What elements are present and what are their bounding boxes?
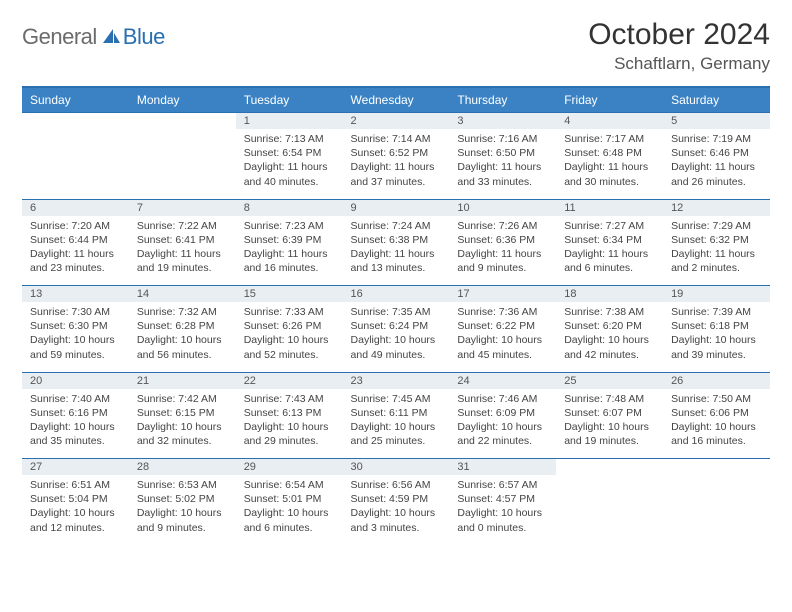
day-number-cell [22, 113, 129, 130]
day-number-cell: 13 [22, 286, 129, 303]
day-content-cell: Sunrise: 7:29 AMSunset: 6:32 PMDaylight:… [663, 216, 770, 286]
day-content-cell: Sunrise: 7:20 AMSunset: 6:44 PMDaylight:… [22, 216, 129, 286]
day-content-cell: Sunrise: 7:14 AMSunset: 6:52 PMDaylight:… [343, 129, 450, 199]
day-content-cell: Sunrise: 6:53 AMSunset: 5:02 PMDaylight:… [129, 475, 236, 545]
day-number-row: 2728293031 [22, 459, 770, 476]
day-number-cell: 11 [556, 199, 663, 216]
day-content-cell: Sunrise: 7:16 AMSunset: 6:50 PMDaylight:… [449, 129, 556, 199]
day-content-cell: Sunrise: 6:51 AMSunset: 5:04 PMDaylight:… [22, 475, 129, 545]
day-number-cell: 9 [343, 199, 450, 216]
day-number-cell: 17 [449, 286, 556, 303]
day-number-cell: 16 [343, 286, 450, 303]
day-header: Saturday [663, 87, 770, 113]
day-header: Monday [129, 87, 236, 113]
day-number-row: 12345 [22, 113, 770, 130]
day-number-cell: 25 [556, 372, 663, 389]
day-content-cell: Sunrise: 7:40 AMSunset: 6:16 PMDaylight:… [22, 389, 129, 459]
logo: General Blue [22, 24, 165, 50]
day-number-cell: 12 [663, 199, 770, 216]
day-header-row: Sunday Monday Tuesday Wednesday Thursday… [22, 87, 770, 113]
day-content-cell: Sunrise: 7:30 AMSunset: 6:30 PMDaylight:… [22, 302, 129, 372]
day-number-cell: 18 [556, 286, 663, 303]
day-content-cell: Sunrise: 7:48 AMSunset: 6:07 PMDaylight:… [556, 389, 663, 459]
logo-text-general: General [22, 24, 97, 50]
day-number-cell: 10 [449, 199, 556, 216]
day-number-cell: 4 [556, 113, 663, 130]
day-content-cell: Sunrise: 7:35 AMSunset: 6:24 PMDaylight:… [343, 302, 450, 372]
day-content-cell: Sunrise: 7:26 AMSunset: 6:36 PMDaylight:… [449, 216, 556, 286]
day-number-cell: 6 [22, 199, 129, 216]
day-header: Tuesday [236, 87, 343, 113]
day-number-cell: 28 [129, 459, 236, 476]
calendar-body: 12345Sunrise: 7:13 AMSunset: 6:54 PMDayl… [22, 113, 770, 546]
day-number-cell: 24 [449, 372, 556, 389]
day-header: Friday [556, 87, 663, 113]
day-content-cell: Sunrise: 7:38 AMSunset: 6:20 PMDaylight:… [556, 302, 663, 372]
day-number-cell [663, 459, 770, 476]
day-content-cell [556, 475, 663, 545]
day-content-cell: Sunrise: 6:56 AMSunset: 4:59 PMDaylight:… [343, 475, 450, 545]
day-content-cell: Sunrise: 7:19 AMSunset: 6:46 PMDaylight:… [663, 129, 770, 199]
day-content-cell: Sunrise: 7:45 AMSunset: 6:11 PMDaylight:… [343, 389, 450, 459]
day-content-cell [22, 129, 129, 199]
location: Schaftlarn, Germany [588, 54, 770, 74]
day-content-cell: Sunrise: 7:17 AMSunset: 6:48 PMDaylight:… [556, 129, 663, 199]
day-content-cell [129, 129, 236, 199]
day-content-cell: Sunrise: 7:43 AMSunset: 6:13 PMDaylight:… [236, 389, 343, 459]
day-number-cell: 29 [236, 459, 343, 476]
logo-sail-icon [101, 27, 121, 48]
day-number-cell: 8 [236, 199, 343, 216]
day-number-cell: 20 [22, 372, 129, 389]
day-content-cell: Sunrise: 7:36 AMSunset: 6:22 PMDaylight:… [449, 302, 556, 372]
day-number-cell: 31 [449, 459, 556, 476]
day-content-cell: Sunrise: 6:57 AMSunset: 4:57 PMDaylight:… [449, 475, 556, 545]
day-content-cell: Sunrise: 7:33 AMSunset: 6:26 PMDaylight:… [236, 302, 343, 372]
day-number-cell [556, 459, 663, 476]
day-number-cell: 7 [129, 199, 236, 216]
day-number-cell [129, 113, 236, 130]
day-number-cell: 27 [22, 459, 129, 476]
calendar-table: Sunday Monday Tuesday Wednesday Thursday… [22, 86, 770, 545]
day-content-cell: Sunrise: 7:27 AMSunset: 6:34 PMDaylight:… [556, 216, 663, 286]
day-header: Sunday [22, 87, 129, 113]
day-content-cell: Sunrise: 6:54 AMSunset: 5:01 PMDaylight:… [236, 475, 343, 545]
day-content-row: Sunrise: 7:13 AMSunset: 6:54 PMDaylight:… [22, 129, 770, 199]
day-content-cell [663, 475, 770, 545]
day-content-cell: Sunrise: 7:32 AMSunset: 6:28 PMDaylight:… [129, 302, 236, 372]
day-number-cell: 1 [236, 113, 343, 130]
day-header: Wednesday [343, 87, 450, 113]
day-number-cell: 19 [663, 286, 770, 303]
day-number-row: 6789101112 [22, 199, 770, 216]
header: General Blue October 2024 Schaftlarn, Ge… [22, 18, 770, 74]
day-content-cell: Sunrise: 7:46 AMSunset: 6:09 PMDaylight:… [449, 389, 556, 459]
day-number-cell: 22 [236, 372, 343, 389]
day-number-cell: 5 [663, 113, 770, 130]
title-block: October 2024 Schaftlarn, Germany [588, 18, 770, 74]
day-content-cell: Sunrise: 7:39 AMSunset: 6:18 PMDaylight:… [663, 302, 770, 372]
day-number-cell: 15 [236, 286, 343, 303]
day-content-cell: Sunrise: 7:50 AMSunset: 6:06 PMDaylight:… [663, 389, 770, 459]
day-content-row: Sunrise: 7:20 AMSunset: 6:44 PMDaylight:… [22, 216, 770, 286]
day-content-row: Sunrise: 7:30 AMSunset: 6:30 PMDaylight:… [22, 302, 770, 372]
day-content-cell: Sunrise: 7:22 AMSunset: 6:41 PMDaylight:… [129, 216, 236, 286]
day-number-row: 20212223242526 [22, 372, 770, 389]
day-content-cell: Sunrise: 7:24 AMSunset: 6:38 PMDaylight:… [343, 216, 450, 286]
day-content-cell: Sunrise: 7:42 AMSunset: 6:15 PMDaylight:… [129, 389, 236, 459]
day-number-cell: 14 [129, 286, 236, 303]
logo-text-blue: Blue [123, 24, 165, 50]
day-number-cell: 2 [343, 113, 450, 130]
day-number-row: 13141516171819 [22, 286, 770, 303]
month-title: October 2024 [588, 18, 770, 52]
day-number-cell: 21 [129, 372, 236, 389]
day-content-row: Sunrise: 6:51 AMSunset: 5:04 PMDaylight:… [22, 475, 770, 545]
day-header: Thursday [449, 87, 556, 113]
day-content-cell: Sunrise: 7:23 AMSunset: 6:39 PMDaylight:… [236, 216, 343, 286]
day-number-cell: 3 [449, 113, 556, 130]
day-content-cell: Sunrise: 7:13 AMSunset: 6:54 PMDaylight:… [236, 129, 343, 199]
day-number-cell: 26 [663, 372, 770, 389]
day-number-cell: 30 [343, 459, 450, 476]
day-number-cell: 23 [343, 372, 450, 389]
day-content-row: Sunrise: 7:40 AMSunset: 6:16 PMDaylight:… [22, 389, 770, 459]
